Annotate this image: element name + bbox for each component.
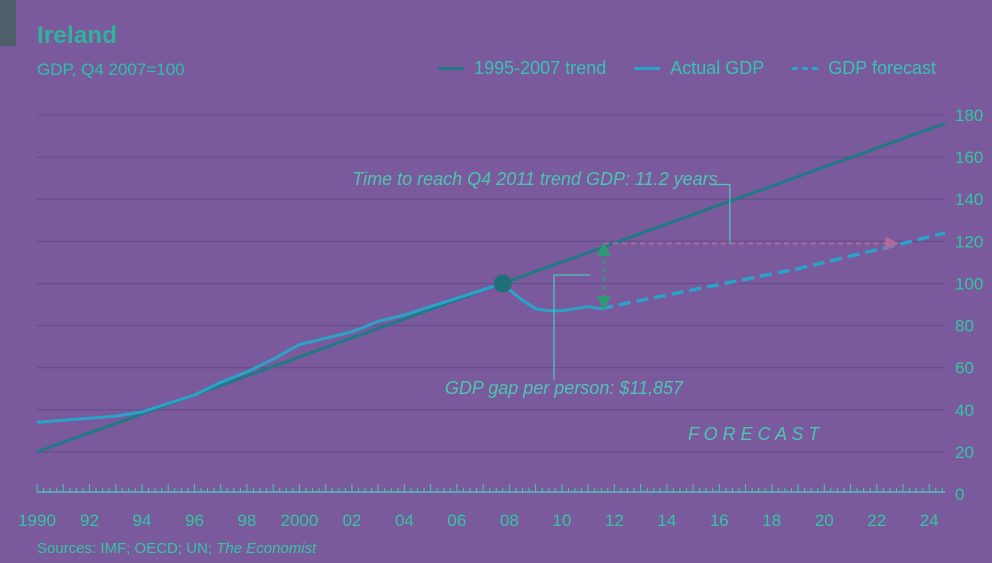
chart-source: Sources: IMF; OECD; UN; The Economist bbox=[37, 540, 316, 557]
legend-label-trend: 1995-2007 trend bbox=[474, 58, 607, 78]
legend-item-trend: 1995-2007 trend bbox=[438, 58, 606, 79]
x-tick-label-22: 22 bbox=[867, 511, 886, 530]
legend-swatch-actual bbox=[634, 67, 661, 70]
y-tick-label-160: 160 bbox=[955, 148, 983, 167]
y-tick-label-40: 40 bbox=[955, 401, 974, 420]
y-tick-label-20: 20 bbox=[955, 443, 974, 462]
annotation-forecast: F O R E C A S T bbox=[688, 424, 821, 444]
x-tick-label-2000: 2000 bbox=[281, 511, 319, 530]
chart-subtitle: GDP, Q4 2007=100 bbox=[37, 60, 185, 79]
series-actual-gdp-line bbox=[36, 281, 602, 424]
x-tick-label-06: 06 bbox=[447, 511, 466, 530]
x-tick-label-92: 92 bbox=[80, 511, 99, 530]
chart-legend: 1995-2007 trend Actual GDP GDP forecast bbox=[438, 58, 936, 79]
chart-title: Ireland bbox=[37, 22, 118, 49]
annotation-time-to-trend: Time to reach Q4 2011 trend GDP: 11.2 ye… bbox=[352, 169, 717, 189]
x-tick-label-08: 08 bbox=[500, 511, 519, 530]
x-tick-label-02: 02 bbox=[342, 511, 361, 530]
y-tick-label-140: 140 bbox=[955, 190, 983, 209]
y-tick-label-0: 0 bbox=[955, 485, 964, 504]
y-tick-label-60: 60 bbox=[955, 359, 974, 378]
x-tick-label-16: 16 bbox=[710, 511, 729, 530]
source-publication: The Economist bbox=[216, 540, 317, 557]
source-prefix: Sources: IMF; OECD; UN; bbox=[37, 540, 217, 557]
x-tick-label-12: 12 bbox=[605, 511, 624, 530]
y-tick-label-80: 80 bbox=[955, 317, 974, 336]
legend-item-forecast: GDP forecast bbox=[792, 58, 936, 79]
x-tick-label-24: 24 bbox=[920, 511, 939, 530]
x-tick-label-18: 18 bbox=[762, 511, 781, 530]
annotation-gdp-gap: GDP gap per person: $11,857 bbox=[445, 378, 684, 398]
x-tick-label-96: 96 bbox=[185, 511, 204, 530]
gdp-gap-leader bbox=[553, 274, 591, 381]
x-tick-label-20: 20 bbox=[815, 511, 834, 530]
x-tick-label-1990: 1990 bbox=[18, 511, 56, 530]
x-tick-label-14: 14 bbox=[657, 511, 676, 530]
y-tick-label-100: 100 bbox=[955, 274, 983, 293]
legend-label-forecast: GDP forecast bbox=[828, 58, 936, 78]
x-tick-label-04: 04 bbox=[395, 511, 414, 530]
legend-swatch-forecast bbox=[792, 67, 819, 70]
x-tick-label-98: 98 bbox=[237, 511, 256, 530]
legend-item-actual: Actual GDP bbox=[634, 58, 764, 79]
legend-swatch-trend bbox=[438, 67, 465, 70]
y-tick-label-120: 120 bbox=[955, 232, 983, 251]
corner-tab bbox=[0, 0, 16, 46]
time-to-trend-leader bbox=[709, 183, 731, 244]
x-tick-label-10: 10 bbox=[552, 511, 571, 530]
x-tick-label-94: 94 bbox=[133, 511, 152, 530]
y-tick-label-180: 180 bbox=[955, 106, 983, 125]
legend-label-actual: Actual GDP bbox=[670, 58, 765, 78]
q4-2007-marker bbox=[493, 274, 512, 293]
